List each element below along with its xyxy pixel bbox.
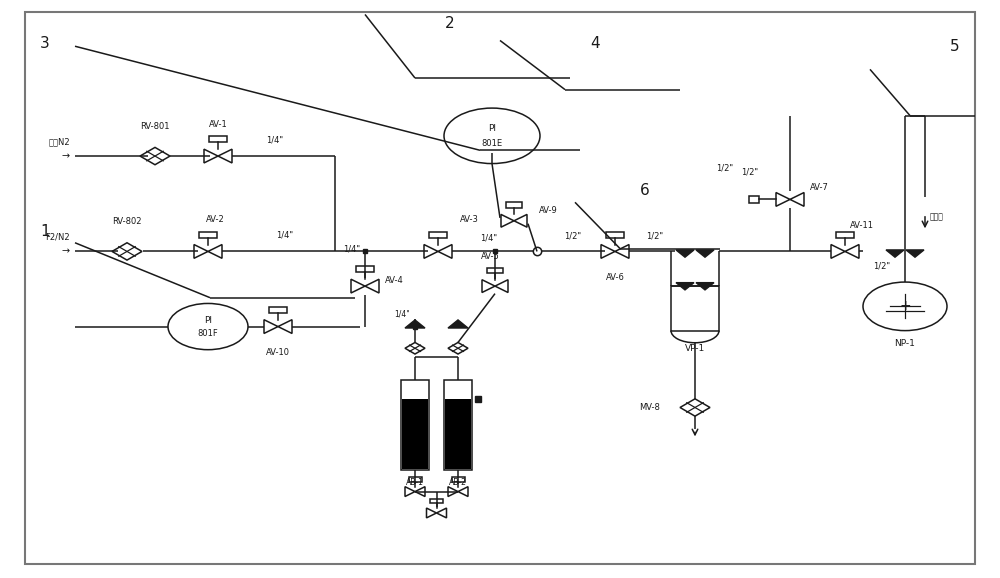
Text: +: + <box>899 299 911 313</box>
Bar <box>430 499 443 503</box>
Bar <box>671 286 719 331</box>
Text: RV-801: RV-801 <box>140 121 170 131</box>
Bar <box>209 136 227 142</box>
Bar <box>606 232 624 238</box>
Polygon shape <box>696 250 714 257</box>
Text: 1/2": 1/2" <box>716 163 734 172</box>
Text: AV-11: AV-11 <box>850 221 874 230</box>
Bar <box>199 232 217 238</box>
Text: 3: 3 <box>40 36 50 51</box>
Text: 6: 6 <box>640 183 650 198</box>
Text: MV-8: MV-8 <box>639 403 660 412</box>
Text: →: → <box>62 246 70 257</box>
Bar <box>401 380 429 469</box>
Text: PI: PI <box>488 124 496 134</box>
Bar <box>269 307 287 313</box>
Text: 仪表N2: 仪表N2 <box>48 137 70 146</box>
Text: F2/N2: F2/N2 <box>45 232 70 242</box>
Text: 1/2": 1/2" <box>564 231 582 240</box>
Text: NP-1: NP-1 <box>895 339 915 348</box>
Polygon shape <box>886 250 904 257</box>
Bar <box>749 196 759 203</box>
Bar <box>452 477 464 482</box>
Text: 5: 5 <box>950 39 960 54</box>
Text: AB-2: AB-2 <box>449 478 467 487</box>
Text: AV-7: AV-7 <box>810 183 829 192</box>
Bar <box>444 380 472 469</box>
Text: AV-1: AV-1 <box>209 120 227 129</box>
Text: 1/2": 1/2" <box>646 231 664 240</box>
Bar <box>402 399 428 469</box>
Text: 4: 4 <box>590 36 600 51</box>
Text: AV-10: AV-10 <box>266 348 290 357</box>
Polygon shape <box>448 320 468 328</box>
Text: 1/4": 1/4" <box>266 135 284 144</box>
Bar <box>836 232 854 238</box>
Text: AV-2: AV-2 <box>206 215 224 224</box>
Text: 2: 2 <box>445 16 455 31</box>
Polygon shape <box>405 320 425 328</box>
Bar <box>409 477 422 482</box>
Text: 1/2": 1/2" <box>741 167 759 176</box>
Text: 1/4": 1/4" <box>343 244 360 253</box>
Text: 1/2": 1/2" <box>873 261 890 271</box>
Text: AV-5: AV-5 <box>481 251 499 261</box>
Text: VP-1: VP-1 <box>685 344 705 353</box>
Text: 1/4": 1/4" <box>394 309 410 318</box>
Polygon shape <box>676 250 694 257</box>
Text: PI: PI <box>204 316 212 325</box>
Text: AB-1: AB-1 <box>406 478 424 487</box>
Bar <box>356 266 374 272</box>
Text: AV-4: AV-4 <box>385 276 404 285</box>
Text: →: → <box>62 151 70 161</box>
Bar <box>429 232 447 238</box>
Text: AV-6: AV-6 <box>606 273 624 282</box>
Text: 1: 1 <box>40 224 50 239</box>
Text: 排废气: 排废气 <box>930 212 944 221</box>
Text: 1/4": 1/4" <box>480 234 498 243</box>
Bar <box>445 399 471 469</box>
Bar <box>506 202 522 208</box>
Bar <box>487 268 503 273</box>
Text: 801F: 801F <box>198 328 218 338</box>
Polygon shape <box>676 283 694 290</box>
Text: 801E: 801E <box>481 139 503 148</box>
Text: 1/4": 1/4" <box>276 231 294 240</box>
Polygon shape <box>696 283 714 290</box>
Polygon shape <box>906 250 924 257</box>
Text: AV-9: AV-9 <box>539 206 558 215</box>
Text: RV-802: RV-802 <box>112 217 142 226</box>
Text: AV-3: AV-3 <box>460 215 479 224</box>
